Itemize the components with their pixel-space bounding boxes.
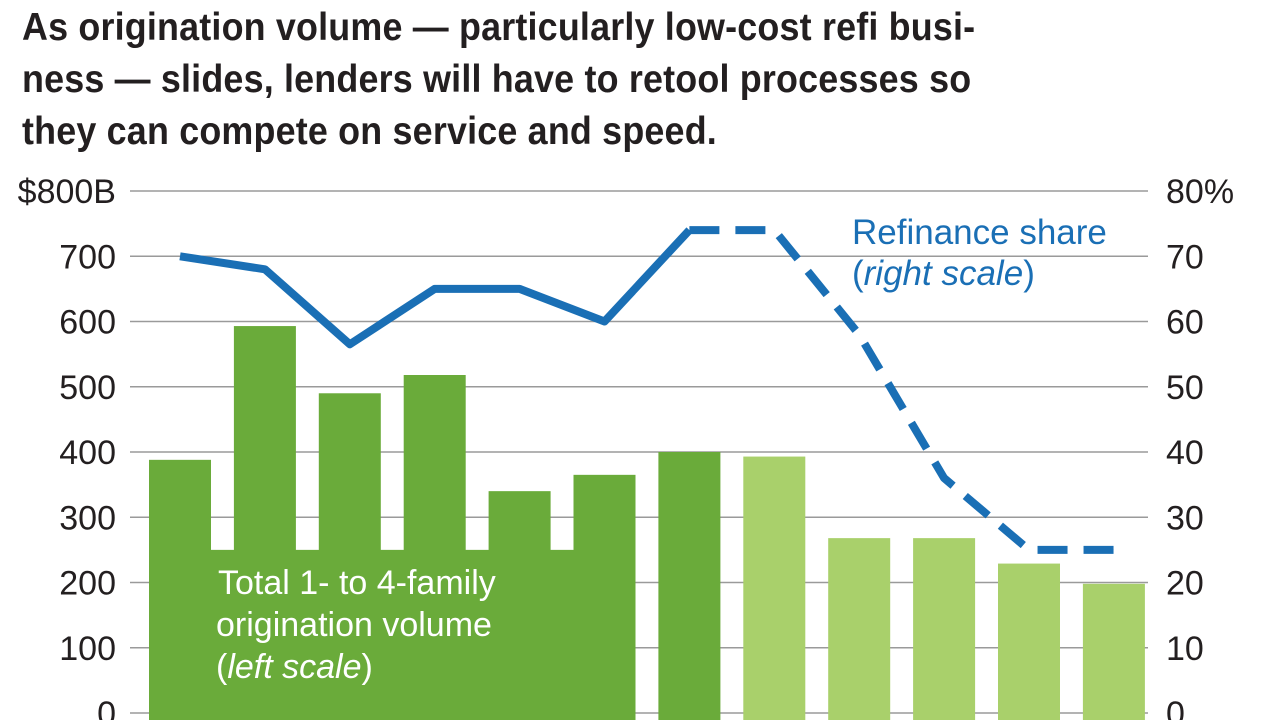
right-tick-label: 30 bbox=[1166, 499, 1204, 537]
bar bbox=[743, 456, 806, 720]
refinance-line-projected bbox=[689, 226, 1114, 554]
bar bbox=[913, 538, 976, 720]
left-tick-label: 400 bbox=[59, 434, 116, 472]
left-axis-ticks: $800B 700 600 500 400 300 200 100 0 bbox=[18, 173, 116, 720]
gridlines bbox=[130, 190, 1148, 714]
left-tick-label: 700 bbox=[59, 238, 116, 276]
legend-left-line-1: Total 1- to 4-family bbox=[218, 564, 496, 602]
right-tick-label: 70 bbox=[1166, 238, 1204, 276]
refinance-line bbox=[179, 226, 1114, 554]
headline-line-2: ness — slides, lenders will have to reto… bbox=[22, 58, 972, 101]
headline-line-3: they can compete on service and speed. bbox=[22, 110, 717, 153]
right-tick-label: 80% bbox=[1166, 173, 1234, 211]
right-axis-ticks: 80% 70 60 50 40 30 20 10 0 bbox=[1166, 173, 1234, 720]
right-tick-label: 0 bbox=[1166, 695, 1185, 720]
left-tick-label: 300 bbox=[59, 499, 116, 537]
left-tick-label: 100 bbox=[59, 630, 116, 668]
right-tick-label: 10 bbox=[1166, 630, 1204, 668]
legend-left-scale: Total 1- to 4-family origination volume … bbox=[216, 564, 496, 686]
bar bbox=[998, 563, 1060, 720]
legend-left-line-3: (left scale) bbox=[216, 648, 373, 686]
bar bbox=[828, 538, 891, 720]
right-tick-label: 60 bbox=[1166, 304, 1204, 342]
headline: As origination volume — particularly low… bbox=[22, 2, 1135, 158]
left-tick-label: 500 bbox=[59, 369, 116, 407]
legend-left-line-2: origination volume bbox=[216, 606, 492, 644]
bar bbox=[1082, 583, 1145, 720]
bars bbox=[149, 326, 1145, 720]
legend-right-scale: Refinance share (right scale) bbox=[852, 213, 1107, 293]
headline-line-1: As origination volume — particularly low… bbox=[22, 6, 976, 49]
legend-right-line-1: Refinance share bbox=[852, 213, 1107, 252]
left-tick-label: $800B bbox=[18, 173, 116, 211]
left-tick-label: 200 bbox=[59, 565, 116, 603]
legend-panel bbox=[149, 549, 636, 720]
left-tick-label: 0 bbox=[97, 695, 116, 720]
legend-right-line-2: (right scale) bbox=[852, 254, 1035, 293]
right-tick-label: 20 bbox=[1166, 565, 1204, 603]
right-tick-label: 40 bbox=[1166, 434, 1204, 472]
right-tick-label: 50 bbox=[1166, 369, 1204, 407]
left-tick-label: 600 bbox=[59, 304, 116, 342]
bar bbox=[658, 452, 721, 720]
